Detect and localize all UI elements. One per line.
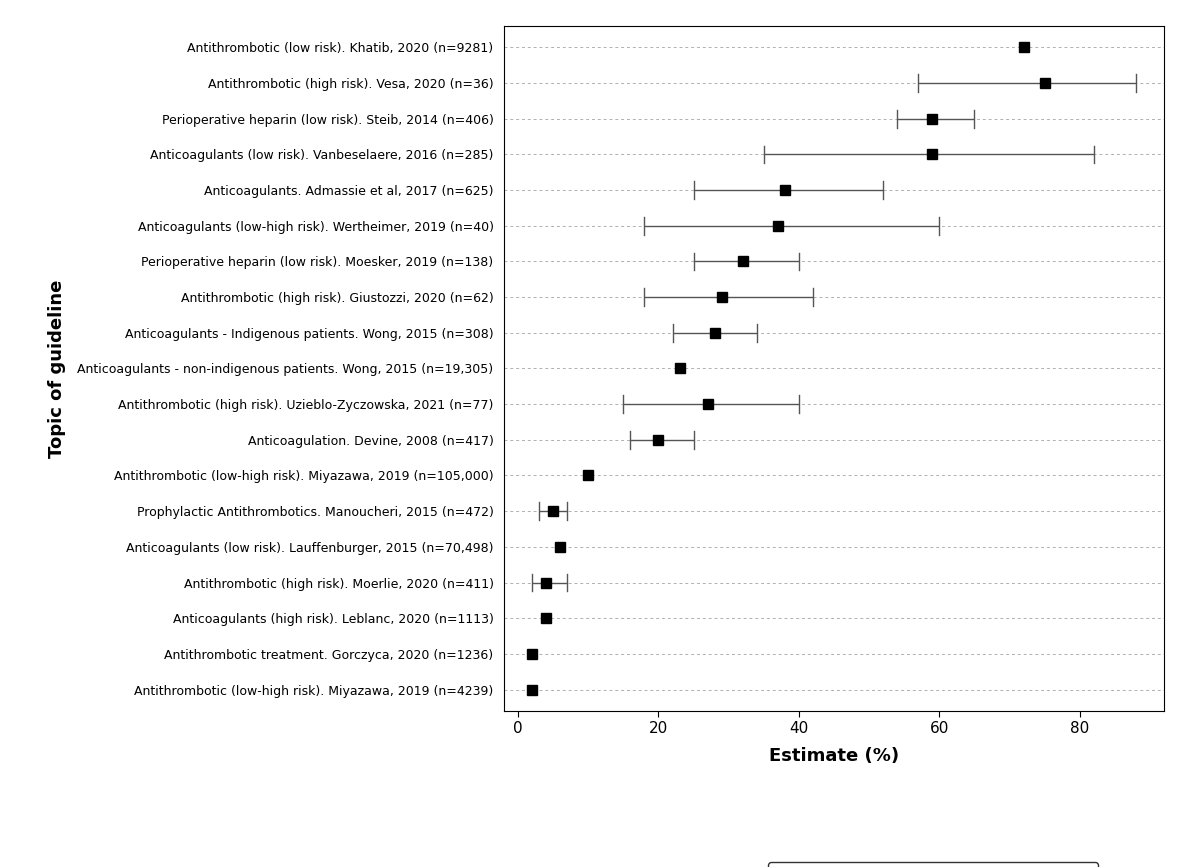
X-axis label: Estimate (%): Estimate (%) (769, 747, 899, 766)
Y-axis label: Topic of guideline: Topic of guideline (48, 279, 66, 458)
Legend: 95% CI, Overuse point estimate: 95% CI, Overuse point estimate (768, 863, 1098, 867)
